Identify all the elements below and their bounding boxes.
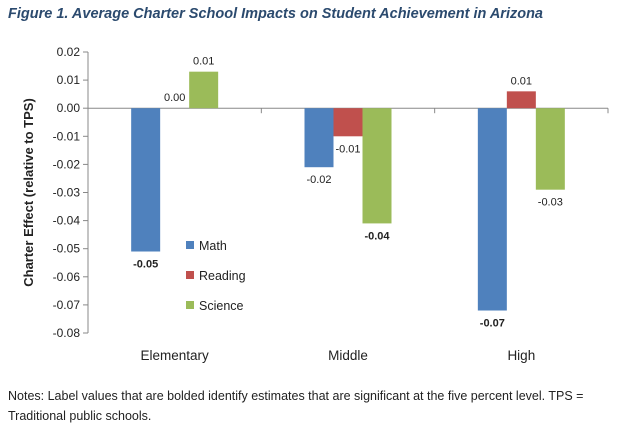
x-category-label: Elementary <box>141 348 210 363</box>
y-tick-label: -0.05 <box>53 242 81 256</box>
bar-reading-high <box>506 91 536 109</box>
bar-chart: 0.02 0.01 0.00 -0.01 -0.02 -0.03 -0.04 -0.05 -0.… <box>21 45 609 363</box>
bar-science-elementary <box>189 71 219 109</box>
y-tick-label: -0.07 <box>53 298 81 312</box>
y-tick-label: 0.02 <box>57 45 81 59</box>
y-tick-label: 0.01 <box>57 73 81 87</box>
data-label-science-high: -0.03 <box>538 197 563 209</box>
bar-science-high <box>535 108 565 190</box>
legend-label-math: Math <box>199 239 227 253</box>
y-tick-label: -0.08 <box>53 326 81 340</box>
x-category-label: High <box>507 348 535 363</box>
y-tick-label: -0.03 <box>53 186 81 200</box>
y-tick-label: -0.04 <box>53 214 81 228</box>
legend-swatch-reading <box>186 271 194 279</box>
legend-swatch-math <box>186 241 194 249</box>
legend-label-science: Science <box>199 299 244 313</box>
y-tick-label: -0.02 <box>53 157 81 171</box>
figure-title: Figure 1. Average Charter School Impacts… <box>8 6 543 22</box>
bar-science-middle <box>362 108 392 224</box>
y-tick-label: -0.01 <box>53 129 81 143</box>
bar-math-high <box>477 108 507 311</box>
bar-reading-middle <box>333 108 363 137</box>
data-label-reading-elementary: 0.00 <box>164 92 185 104</box>
data-label-reading-middle: -0.01 <box>335 143 360 155</box>
data-label-science-middle: -0.04 <box>364 230 390 242</box>
y-tick-label: 0.00 <box>57 101 81 115</box>
bar-math-middle <box>304 108 334 168</box>
figure-notes: Notes: Label values that are bolded iden… <box>8 389 584 423</box>
data-label-math-high: -0.07 <box>480 318 505 330</box>
data-label-science-elementary: 0.01 <box>193 56 214 68</box>
y-tick-label: -0.06 <box>53 270 81 284</box>
data-label-math-elementary: -0.05 <box>133 259 158 271</box>
bar-math-elementary <box>131 108 161 252</box>
y-axis-title: Charter Effect (relative to TPS) <box>21 98 36 287</box>
data-label-reading-high: 0.01 <box>511 75 532 87</box>
legend-swatch-science <box>186 301 194 309</box>
data-label-math-middle: -0.02 <box>306 174 331 186</box>
x-category-label: Middle <box>328 348 368 363</box>
legend-label-reading: Reading <box>199 269 246 283</box>
